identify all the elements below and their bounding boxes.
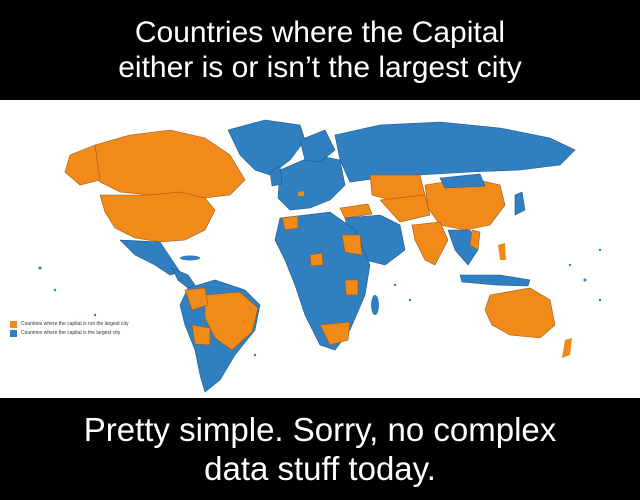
legend-item-largest: Countries where the capital is the large… xyxy=(10,330,130,337)
caption-line-1: Pretty simple. Sorry, no complex xyxy=(83,411,557,448)
title-banner: Countries where the Capital either is or… xyxy=(0,0,640,100)
legend-label-not-largest: Countries where the capital is not the l… xyxy=(21,321,129,327)
legend-label-largest: Countries where the capital is the large… xyxy=(21,330,121,336)
philippines-region xyxy=(498,243,506,260)
new-zealand-region xyxy=(562,338,572,358)
title-line-1: Countries where the Capital xyxy=(134,16,506,49)
se-asia-region xyxy=(447,229,479,266)
caption-banner: Pretty simple. Sorry, no complex data st… xyxy=(0,398,640,500)
india-region xyxy=(411,221,449,266)
title-line-2: either is or isn’t the largest city xyxy=(118,51,522,84)
legend-item-not-largest: Countries where the capital is not the l… xyxy=(10,321,130,328)
madagascar-region xyxy=(371,295,379,315)
pacific-islands xyxy=(38,248,602,357)
brazil-region xyxy=(204,291,259,351)
turkey-region xyxy=(339,203,373,219)
central-asia-region xyxy=(379,194,431,223)
central-america-region xyxy=(171,267,196,289)
world-map xyxy=(38,119,602,393)
russia-region xyxy=(334,121,576,183)
tanzania-region xyxy=(344,279,359,296)
switzerland-region xyxy=(298,191,304,196)
europe-region xyxy=(277,154,346,211)
bolivia-region xyxy=(191,324,211,346)
scandinavia-region xyxy=(299,129,336,163)
mongolia-region xyxy=(439,173,486,189)
south-africa-region xyxy=(319,321,351,346)
australia-region xyxy=(484,287,556,339)
uk-region xyxy=(269,165,283,187)
legend: Countries where the capital is not the l… xyxy=(10,321,130,339)
legend-swatch-orange xyxy=(10,321,17,328)
vietnam-region xyxy=(469,229,481,251)
legend-swatch-blue xyxy=(10,330,17,337)
world-map-panel: Countries where the capital is not the l… xyxy=(0,100,640,398)
usa-region xyxy=(99,191,216,243)
alaska-region xyxy=(64,144,101,186)
japan-region xyxy=(514,191,526,216)
canada-region xyxy=(87,129,246,199)
greenland-region xyxy=(227,119,306,176)
morocco-region xyxy=(281,215,299,231)
caption-line-2: data stuff today. xyxy=(204,450,436,487)
sudan-region xyxy=(341,234,363,256)
nigeria-region xyxy=(309,252,324,267)
mexico-region xyxy=(119,239,181,276)
cuba-region xyxy=(180,255,200,261)
colombia-region xyxy=(184,287,209,311)
indonesia-region xyxy=(459,274,531,287)
